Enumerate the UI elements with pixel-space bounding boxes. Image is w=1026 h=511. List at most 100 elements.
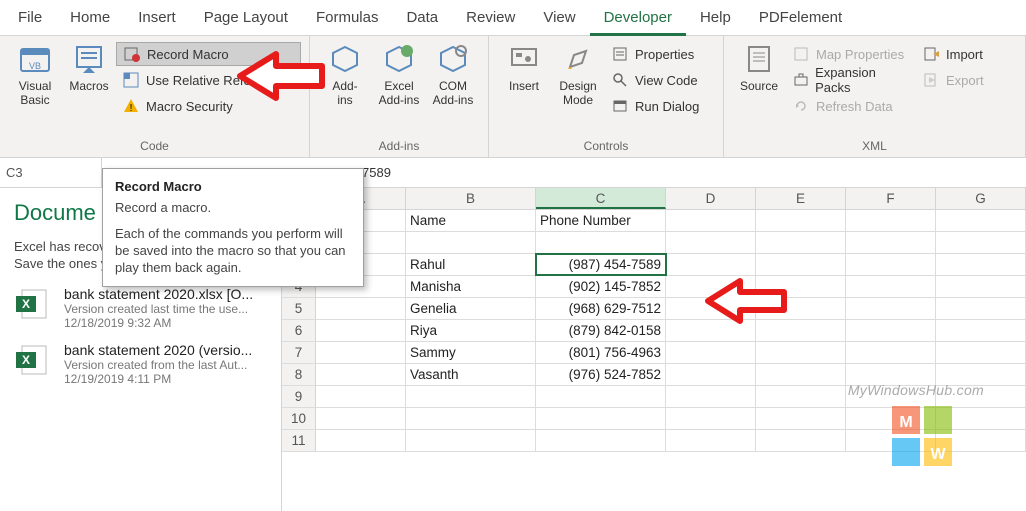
cell[interactable]: [316, 430, 406, 451]
tab-file[interactable]: File: [4, 0, 56, 36]
cell-name[interactable]: Riya: [406, 320, 536, 341]
cell[interactable]: [756, 210, 846, 231]
import-button[interactable]: Import: [916, 42, 996, 66]
cell-name[interactable]: Sammy: [406, 342, 536, 363]
table-row[interactable]: 4Manisha(902) 145-7852: [282, 276, 1026, 298]
tab-insert[interactable]: Insert: [124, 0, 190, 36]
tab-view[interactable]: View: [529, 0, 589, 36]
cell[interactable]: [316, 298, 406, 319]
table-row[interactable]: 7 Sammy(801) 756-4963: [282, 342, 1026, 364]
cell[interactable]: [846, 320, 936, 341]
cell[interactable]: [846, 232, 936, 253]
table-row[interactable]: 6 Riya(879) 842-0158: [282, 320, 1026, 342]
properties-button[interactable]: Properties: [605, 42, 715, 66]
row-hdr[interactable]: 6: [282, 320, 316, 341]
col-g[interactable]: G: [936, 188, 1026, 209]
cell[interactable]: [936, 232, 1026, 253]
cell[interactable]: [756, 232, 846, 253]
view-code-button[interactable]: View Code: [605, 68, 715, 92]
col-e[interactable]: E: [756, 188, 846, 209]
cell-phone[interactable]: (968) 629-7512: [536, 298, 666, 319]
cell[interactable]: [846, 298, 936, 319]
source-button[interactable]: Source: [732, 40, 786, 137]
tab-pdfelement[interactable]: PDFelement: [745, 0, 856, 36]
row-hdr[interactable]: 9: [282, 386, 316, 407]
col-d[interactable]: D: [666, 188, 756, 209]
cell[interactable]: [666, 210, 756, 231]
cell-name[interactable]: Vasanth: [406, 364, 536, 385]
cell[interactable]: [406, 408, 536, 429]
cell[interactable]: [666, 364, 756, 385]
recovered-file-2[interactable]: X bank statement 2020 (versio... Version…: [14, 342, 267, 386]
visual-basic-button[interactable]: VB VisualBasic: [8, 40, 62, 137]
tab-page-layout[interactable]: Page Layout: [190, 0, 302, 36]
row-hdr[interactable]: 7: [282, 342, 316, 363]
col-c[interactable]: C: [536, 188, 666, 209]
tab-review[interactable]: Review: [452, 0, 529, 36]
expansion-packs-button[interactable]: Expansion Packs: [786, 68, 916, 92]
cell-header-phone[interactable]: Phone Number: [536, 210, 666, 231]
cell-phone[interactable]: (879) 842-0158: [536, 320, 666, 341]
cell[interactable]: [316, 364, 406, 385]
cell[interactable]: [936, 254, 1026, 275]
tab-data[interactable]: Data: [392, 0, 452, 36]
cell[interactable]: [666, 430, 756, 451]
cell-phone[interactable]: (987) 454-7589: [536, 254, 666, 275]
cell[interactable]: [666, 386, 756, 407]
cell[interactable]: [666, 342, 756, 363]
cell-phone[interactable]: (976) 524-7852: [536, 364, 666, 385]
table-row[interactable]: 5 Genelia(968) 629-7512: [282, 298, 1026, 320]
col-b[interactable]: B: [406, 188, 536, 209]
cell[interactable]: [316, 342, 406, 363]
row-hdr[interactable]: 8: [282, 364, 316, 385]
cell[interactable]: [756, 364, 846, 385]
col-f[interactable]: F: [846, 188, 936, 209]
cell[interactable]: [756, 254, 846, 275]
insert-control-button[interactable]: Insert: [497, 40, 551, 137]
tab-home[interactable]: Home: [56, 0, 124, 36]
tab-help[interactable]: Help: [686, 0, 745, 36]
cell[interactable]: [846, 342, 936, 363]
cell[interactable]: [406, 430, 536, 451]
cell[interactable]: [756, 386, 846, 407]
cell[interactable]: [846, 210, 936, 231]
cell[interactable]: [536, 408, 666, 429]
cell[interactable]: [756, 430, 846, 451]
row-hdr[interactable]: 11: [282, 430, 316, 451]
cell[interactable]: [936, 298, 1026, 319]
cell-name[interactable]: Rahul: [406, 254, 536, 275]
cell[interactable]: [846, 276, 936, 297]
macros-button[interactable]: Macros: [62, 40, 116, 137]
cell[interactable]: [316, 320, 406, 341]
row-hdr[interactable]: 5: [282, 298, 316, 319]
name-box[interactable]: C3: [0, 158, 102, 187]
cell[interactable]: [406, 232, 536, 253]
run-dialog-button[interactable]: Run Dialog: [605, 94, 715, 118]
cell[interactable]: [536, 232, 666, 253]
recovered-file-1[interactable]: X bank statement 2020.xlsx [O... Version…: [14, 286, 267, 330]
cell-header-name[interactable]: Name: [406, 210, 536, 231]
com-addins-button[interactable]: COMAdd-ins: [426, 40, 480, 137]
cell[interactable]: [536, 430, 666, 451]
cell[interactable]: [846, 254, 936, 275]
table-row[interactable]: 3Rahul(987) 454-7589: [282, 254, 1026, 276]
table-row[interactable]: 2: [282, 232, 1026, 254]
cell[interactable]: [936, 276, 1026, 297]
tab-developer[interactable]: Developer: [590, 0, 686, 36]
table-row[interactable]: 1 Name Phone Number: [282, 210, 1026, 232]
cell[interactable]: [316, 408, 406, 429]
cell-phone[interactable]: (801) 756-4963: [536, 342, 666, 363]
cell[interactable]: [936, 342, 1026, 363]
cell-name[interactable]: Manisha: [406, 276, 536, 297]
cell[interactable]: [936, 320, 1026, 341]
cell[interactable]: [756, 342, 846, 363]
cell[interactable]: [936, 210, 1026, 231]
cell[interactable]: [406, 386, 536, 407]
cell[interactable]: [756, 408, 846, 429]
design-mode-button[interactable]: DesignMode: [551, 40, 605, 137]
row-hdr[interactable]: 10: [282, 408, 316, 429]
cell[interactable]: [316, 386, 406, 407]
cell[interactable]: [666, 408, 756, 429]
cell-phone[interactable]: (902) 145-7852: [536, 276, 666, 297]
cell-name[interactable]: Genelia: [406, 298, 536, 319]
